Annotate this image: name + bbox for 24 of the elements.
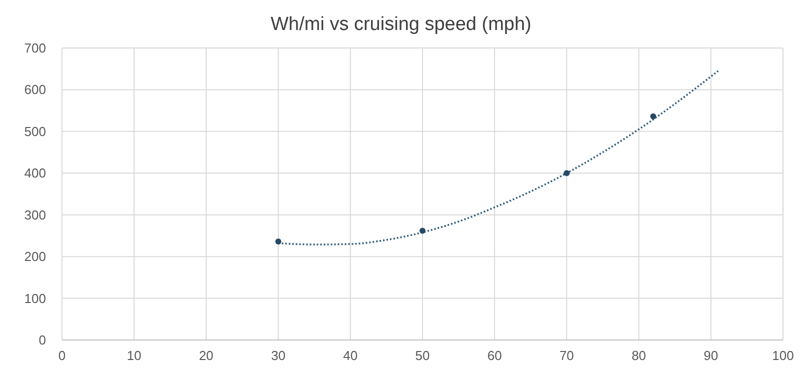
x-tick-label: 20 <box>198 348 214 363</box>
point <box>650 113 656 120</box>
y-tick-label: 100 <box>24 290 46 306</box>
x-tick-label: 100 <box>772 348 794 363</box>
x-tick-label: 60 <box>487 348 502 363</box>
x-tick-label: 80 <box>632 348 646 363</box>
y-tick-label: 500 <box>24 124 46 139</box>
x-tick-label: 50 <box>415 348 430 363</box>
x-tick-label: 30 <box>271 348 286 363</box>
y-tick-label: 700 <box>24 40 46 56</box>
point <box>420 228 426 234</box>
x-tick-label: 10 <box>126 348 142 363</box>
y-tick-label: 200 <box>24 249 46 264</box>
x-tick-label: 0 <box>58 348 66 363</box>
point <box>275 238 282 245</box>
x-tick-label: 70 <box>559 348 574 363</box>
y-tick-label: 300 <box>24 207 46 222</box>
x-tick-label: 90 <box>704 348 718 363</box>
chart-title: Wh/mi vs cruising speed (mph) <box>270 14 532 35</box>
x-tick-label: 40 <box>343 348 358 363</box>
y-tick-label: 400 <box>24 166 46 181</box>
point <box>564 170 570 176</box>
y-tick-label: 600 <box>24 82 46 98</box>
y-tick-label: 0 <box>38 332 46 348</box>
